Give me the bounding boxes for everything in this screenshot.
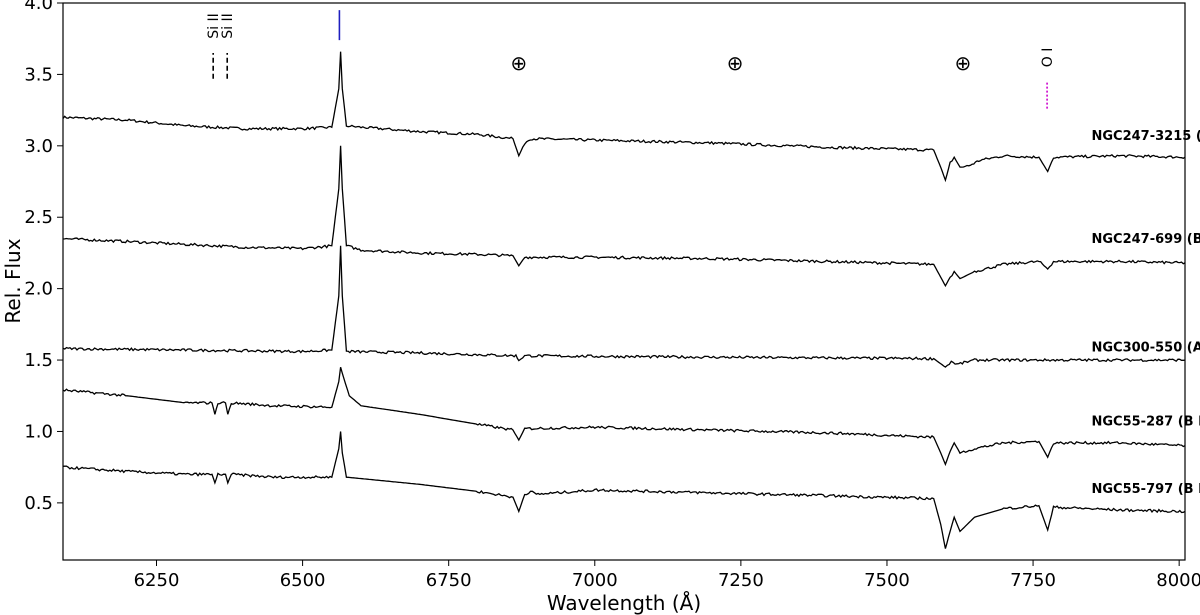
y-tick-label-2: 1.0 [24, 421, 53, 442]
y-tick-label-3: 1.5 [24, 350, 53, 371]
x-tick-label-7: 7750 [1010, 570, 1056, 591]
y-axis-title: Rel. Flux [1, 238, 25, 323]
spectrum-line-3 [62, 245, 1186, 368]
x-tick-label-8: 8000 [1156, 570, 1200, 591]
y-tick-label-1: 0.5 [24, 493, 53, 514]
y-tick-label-5: 2.5 [24, 207, 53, 228]
x-tick-label-3: 6750 [426, 570, 472, 591]
telluric-marker-3: ⊕ [955, 51, 972, 75]
plot-frame [62, 2, 1186, 561]
spectrum-label-4: NGC55-287 (B I) [1092, 415, 1200, 430]
y-tick-label-6: 3.0 [24, 136, 53, 157]
spectrum-label-2: NGC247-699 (B I) [1092, 232, 1200, 247]
spectrum-label-5: NGC55-797 (B I) [1092, 482, 1200, 497]
x-tick-label-1: 6250 [134, 570, 180, 591]
line-marker-label-1: Si II [206, 13, 222, 38]
series-layer: NGC247-3215 (B I) NGC247-699 (B I) NGC300-… [62, 51, 1200, 549]
spectrum-label-1: NGC247-3215 (B I) [1092, 129, 1200, 144]
x-tick-label-4: 7000 [572, 570, 618, 591]
spectrum-line-1 [62, 51, 1186, 183]
spectrum-line-4 [62, 367, 1186, 467]
spectrum-line-5 [62, 431, 1186, 549]
y-tick-label-7: 3.5 [24, 64, 53, 85]
y-tick-label-4: 2.0 [24, 279, 53, 300]
telluric-marker-1: ⊕ [510, 51, 527, 75]
line-marker-label-2: Si II [220, 13, 236, 38]
spectrum-label-3: NGC300-550 (A I-III) [1092, 340, 1200, 355]
x-tick-label-2: 6500 [280, 570, 326, 591]
x-axis: 6250 6500 6750 7000 7250 7500 7750 8000 [134, 560, 1200, 591]
spectrum-line-2 [62, 145, 1186, 288]
x-axis-title: Wavelength (Å) [547, 591, 701, 615]
x-tick-label-5: 7250 [718, 570, 764, 591]
y-axis: 0.5 1.0 1.5 2.0 2.5 3.0 3.5 4.0 [24, 0, 63, 514]
line-marker-label-4: O I [1040, 48, 1056, 68]
x-tick-label-6: 7500 [864, 570, 910, 591]
telluric-marker-2: ⊕ [727, 51, 744, 75]
y-tick-label-8: 4.0 [24, 0, 53, 14]
